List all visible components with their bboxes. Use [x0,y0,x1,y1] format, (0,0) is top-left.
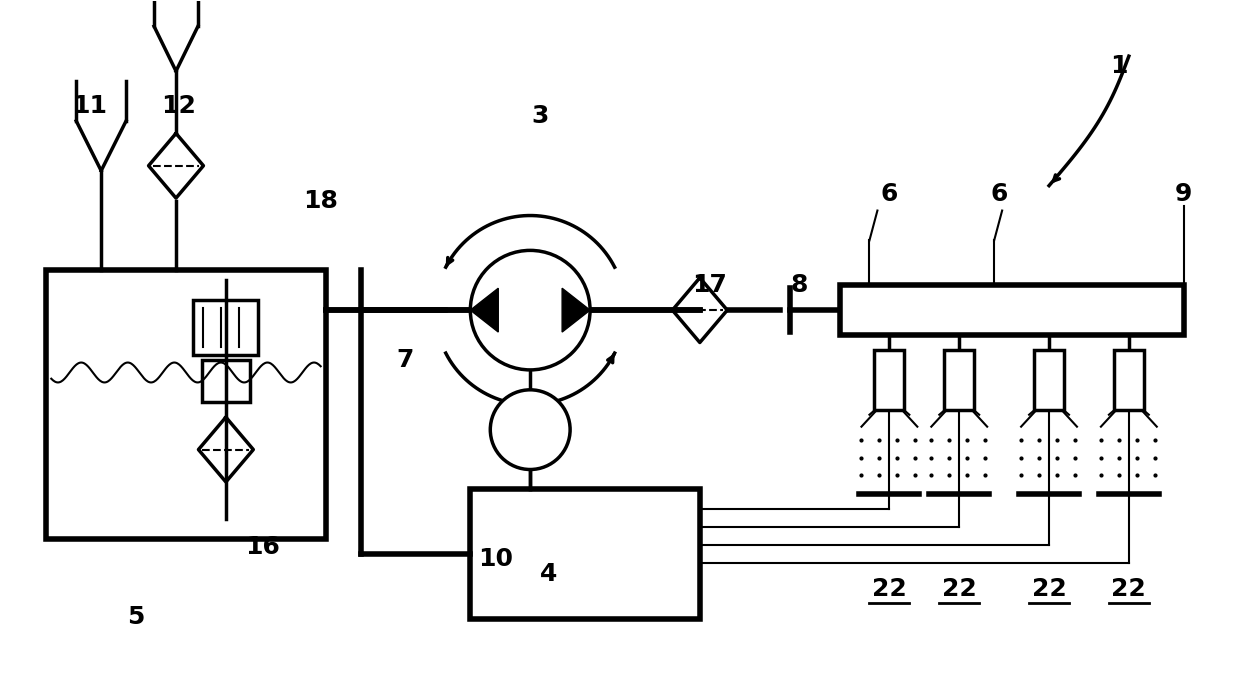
Text: 5: 5 [128,605,145,629]
Text: 6: 6 [880,181,898,206]
Polygon shape [562,288,590,332]
Text: 6: 6 [991,181,1008,206]
Bar [46,270,326,539]
Text: 12: 12 [161,94,196,118]
Bar [470,489,699,619]
Text: 18: 18 [304,188,339,213]
Text: 10: 10 [477,547,513,571]
Polygon shape [470,288,498,332]
Bar [1114,350,1143,410]
Text: 4: 4 [539,562,557,586]
Text: 16: 16 [246,535,280,559]
Text: 22: 22 [1111,577,1146,601]
Text: 8: 8 [791,273,808,297]
Bar [839,285,1184,335]
Bar [1034,350,1064,410]
Text: 3: 3 [532,104,549,128]
Bar [874,350,904,410]
Text: 22: 22 [942,577,977,601]
Text: 22: 22 [872,577,906,601]
Circle shape [470,250,590,370]
Bar [193,300,258,355]
Text: 7: 7 [397,348,414,372]
Text: 22: 22 [1032,577,1066,601]
Text: 11: 11 [72,94,107,118]
Bar [945,350,975,410]
Circle shape [490,390,570,469]
Text: 17: 17 [692,273,727,297]
Text: 9: 9 [1176,181,1193,206]
Text: 1: 1 [1110,54,1127,78]
Bar [202,360,249,402]
